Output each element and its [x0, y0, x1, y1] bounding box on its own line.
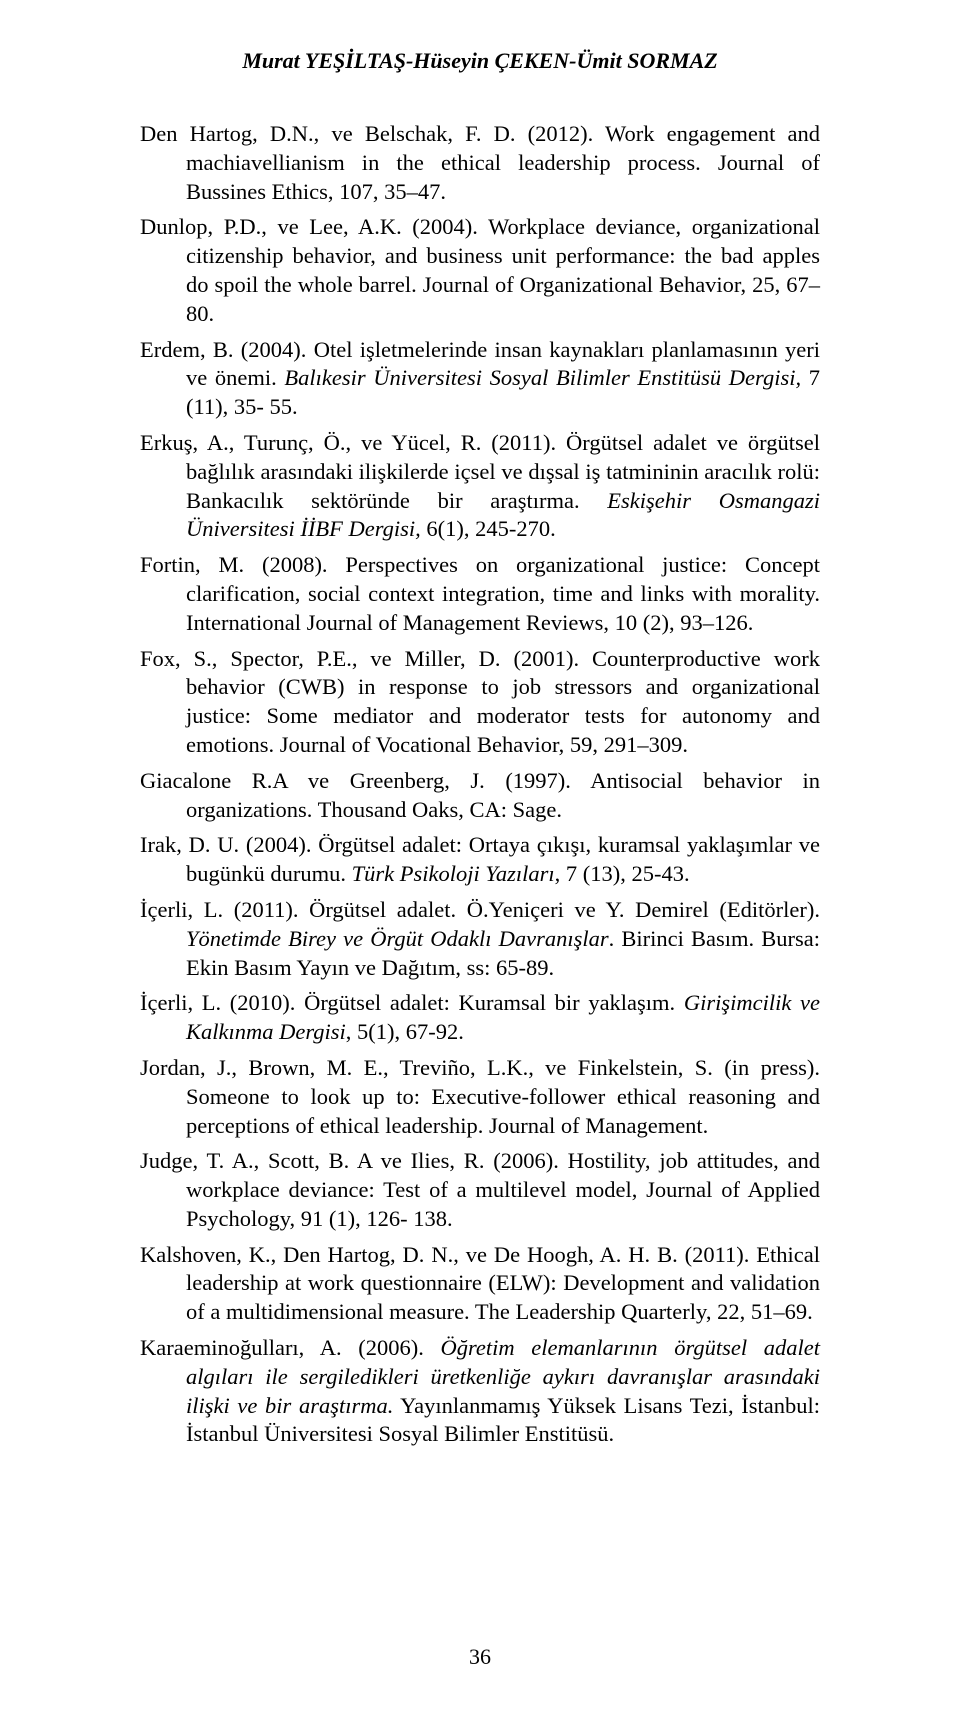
reference-text-segment: Giacalone R.A ve Greenberg, J. (1997). A… [140, 768, 820, 822]
reference-text-segment: Jordan, J., Brown, M. E., Treviño, L.K.,… [140, 1055, 820, 1138]
running-head: Murat YEŞİLTAŞ-Hüseyin ÇEKEN-Ümit SORMAZ [140, 48, 820, 74]
reference-entry: İçerli, L. (2010). Örgütsel adalet: Kura… [140, 989, 820, 1047]
reference-entry: İçerli, L. (2011). Örgütsel adalet. Ö.Ye… [140, 896, 820, 982]
reference-entry: Kalshoven, K., Den Hartog, D. N., ve De … [140, 1241, 820, 1327]
reference-text-segment: 6(1), 245-270. [421, 516, 556, 541]
reference-italic-segment: Yönetimde Birey ve Örgüt Odaklı Davranış… [186, 926, 609, 951]
reference-entry: Fox, S., Spector, P.E., ve Miller, D. (2… [140, 645, 820, 760]
reference-text-segment: Fox, S., Spector, P.E., ve Miller, D. (2… [140, 646, 820, 757]
reference-entry: Jordan, J., Brown, M. E., Treviño, L.K.,… [140, 1054, 820, 1140]
reference-text-segment: , 5(1), 67-92. [346, 1019, 464, 1044]
reference-entry: Dunlop, P.D., ve Lee, A.K. (2004). Workp… [140, 213, 820, 328]
reference-entry: Den Hartog, D.N., ve Belschak, F. D. (20… [140, 120, 820, 206]
reference-text-segment: Judge, T. A., Scott, B. A ve Ilies, R. (… [140, 1148, 820, 1231]
page: Murat YEŞİLTAŞ-Hüseyin ÇEKEN-Ümit SORMAZ… [0, 0, 960, 1724]
reference-text-segment: Karaeminoğulları, A. (2006). [140, 1335, 441, 1360]
references-list: Den Hartog, D.N., ve Belschak, F. D. (20… [140, 120, 820, 1449]
reference-entry: Karaeminoğulları, A. (2006). Öğretim ele… [140, 1334, 820, 1449]
reference-text-segment: Dunlop, P.D., ve Lee, A.K. (2004). Workp… [140, 214, 820, 325]
reference-text-segment: İçerli, L. (2010). Örgütsel adalet: Kura… [140, 990, 684, 1015]
reference-text-segment: Fortin, M. (2008). Perspectives on organ… [140, 552, 820, 635]
reference-text-segment: Kalshoven, K., Den Hartog, D. N., ve De … [140, 1242, 820, 1325]
reference-entry: Erkuş, A., Turunç, Ö., ve Yücel, R. (201… [140, 429, 820, 544]
reference-italic-segment: Türk Psikoloji Yazıları [352, 861, 555, 886]
reference-text-segment: , 7 (13), 25-43. [555, 861, 690, 886]
reference-entry: Judge, T. A., Scott, B. A ve Ilies, R. (… [140, 1147, 820, 1233]
page-number: 36 [0, 1644, 960, 1670]
reference-text-segment: Den Hartog, D.N., ve Belschak, F. D. (20… [140, 121, 820, 204]
reference-entry: Giacalone R.A ve Greenberg, J. (1997). A… [140, 767, 820, 825]
reference-entry: Fortin, M. (2008). Perspectives on organ… [140, 551, 820, 637]
reference-italic-segment: Balıkesir Üniversitesi Sosyal Bilimler E… [284, 365, 801, 390]
reference-entry: Erdem, B. (2004). Otel işletmelerinde in… [140, 336, 820, 422]
reference-entry: Irak, D. U. (2004). Örgütsel adalet: Ort… [140, 831, 820, 889]
reference-text-segment: İçerli, L. (2011). Örgütsel adalet. Ö.Ye… [140, 897, 820, 922]
